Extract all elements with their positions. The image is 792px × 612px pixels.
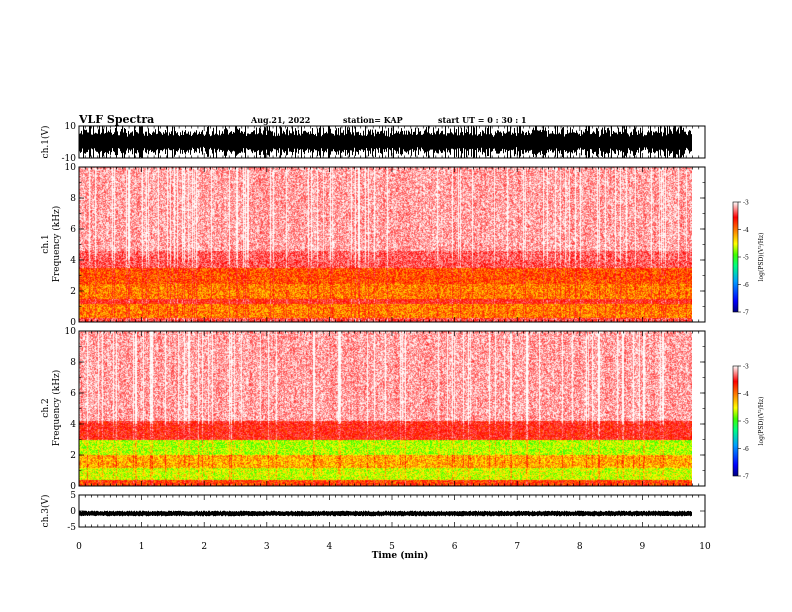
header-station: station= KAP bbox=[343, 115, 403, 125]
ch1-waveform-panel: 10 -10 ch.1(V) bbox=[40, 122, 706, 164]
y-tick-label: 0 bbox=[70, 507, 76, 517]
x-tick-label: 3 bbox=[264, 542, 270, 552]
ch1-colorbar-label: log(PSD)(V²/Hz) bbox=[758, 233, 765, 282]
x-tick-label: 6 bbox=[452, 542, 458, 552]
y-tick-label: 8 bbox=[70, 194, 76, 204]
colorbar-tick-label: -6 bbox=[743, 446, 749, 453]
y-tick-label: 0 bbox=[70, 482, 76, 492]
figure-title: VLF Spectra bbox=[79, 113, 155, 126]
ch2-colorbar: -3 -4 -5 -6 -7 log(PSD)(V²/Hz) bbox=[732, 364, 765, 481]
ch2-freq-ylabel: Frequency (kHz) bbox=[51, 370, 62, 447]
header-date: Aug.21, 2022 bbox=[251, 115, 311, 125]
y-tick-label: 2 bbox=[70, 287, 76, 297]
x-tick-label: 2 bbox=[201, 542, 207, 552]
y-tick-label: -5 bbox=[67, 523, 76, 533]
ch2-spectrogram-panel: 0 2 4 6 8 10 Frequency (kHz) ch.2 bbox=[41, 327, 706, 492]
y-tick-label: 4 bbox=[70, 420, 76, 430]
y-tick-label: 4 bbox=[70, 256, 76, 266]
y-tick-label: -10 bbox=[62, 154, 77, 164]
y-tick-label: 5 bbox=[70, 491, 76, 501]
colorbar-tick-label: -7 bbox=[743, 310, 749, 317]
x-tick-label: 4 bbox=[327, 542, 333, 552]
x-tick-label: 0 bbox=[76, 542, 82, 552]
ch1-freq-ylabel: Frequency (kHz) bbox=[51, 206, 62, 283]
ch2-channel-label: ch.2 bbox=[41, 398, 51, 417]
colorbar-tick-label: -4 bbox=[743, 391, 749, 398]
colorbar-tick-label: -5 bbox=[743, 419, 749, 426]
y-tick-label: 8 bbox=[70, 358, 76, 368]
x-tick-label: 8 bbox=[577, 542, 583, 552]
ch1-channel-label: ch.1 bbox=[41, 234, 51, 253]
y-tick-label: 2 bbox=[70, 451, 76, 461]
colorbar-tick-label: -7 bbox=[743, 474, 749, 481]
y-tick-label: 10 bbox=[65, 163, 77, 173]
header-start-time: start UT = 0 : 30 : 1 bbox=[438, 115, 527, 125]
y-tick-label: 10 bbox=[65, 122, 77, 132]
ch2-colorbar-label: log(PSD)(V²/Hz) bbox=[758, 397, 765, 446]
x-tick-label: 10 bbox=[699, 542, 711, 552]
x-tick-label: 1 bbox=[139, 542, 145, 552]
y-tick-label: 0 bbox=[70, 318, 76, 328]
ch1-ylabel: ch.1(V) bbox=[40, 126, 51, 159]
colorbar-tick-label: -5 bbox=[743, 255, 749, 262]
time-xlabel: Time (min) bbox=[372, 550, 429, 561]
y-tick-label: 10 bbox=[65, 327, 77, 337]
ch1-spectrogram-panel: 0 2 4 6 8 10 Frequency (kHz) ch.1 bbox=[41, 163, 706, 328]
x-tick-label: 9 bbox=[640, 542, 646, 552]
ch3-ylabel: ch.3(V) bbox=[40, 495, 51, 528]
x-tick-label: 5 bbox=[389, 542, 395, 552]
y-tick-label: 6 bbox=[70, 389, 76, 399]
x-tick-label: 7 bbox=[514, 542, 520, 552]
y-tick-label: 6 bbox=[70, 225, 76, 235]
colorbar-tick-label: -3 bbox=[743, 200, 749, 207]
colorbar-tick-label: -4 bbox=[743, 227, 749, 234]
colorbar-tick-label: -3 bbox=[743, 364, 749, 371]
colorbar-tick-label: -6 bbox=[743, 282, 749, 289]
ch1-colorbar: -3 -4 -5 -6 -7 log(PSD)(V²/Hz) bbox=[732, 200, 765, 317]
